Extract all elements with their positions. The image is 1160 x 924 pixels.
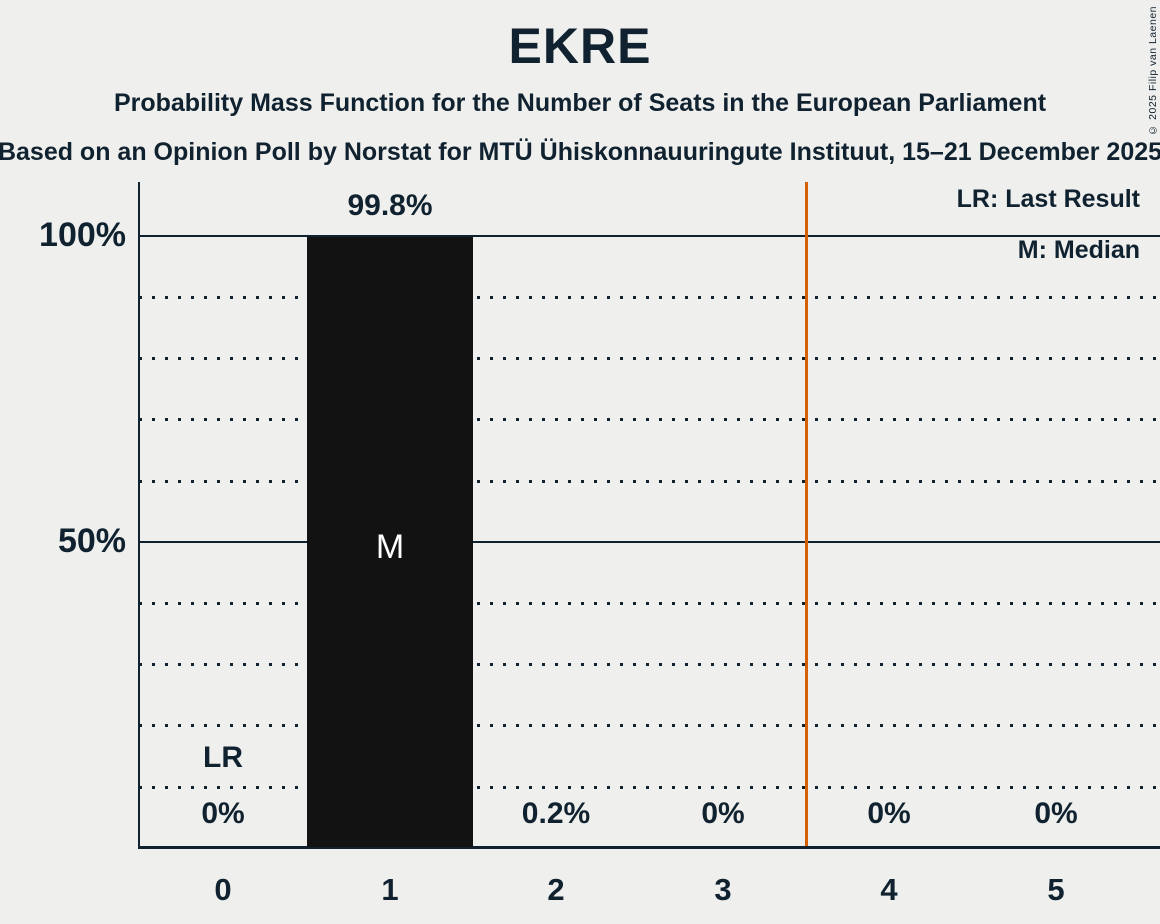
chart-subtitle: Probability Mass Function for the Number… <box>113 89 1047 117</box>
gridline-dotted-70 <box>139 418 1160 421</box>
gridline-solid-50 <box>139 541 1160 543</box>
value-label-seat-2: 0.2% <box>521 797 591 830</box>
bar-seat-1 <box>307 237 473 847</box>
value-label-seat-4: 0% <box>867 797 911 830</box>
gridline-dotted-60 <box>139 480 1160 483</box>
gridline-dotted-10 <box>139 786 1160 789</box>
gridline-dotted-30 <box>139 663 1160 666</box>
last-result-label: LR <box>203 741 243 774</box>
gridline-solid-100 <box>139 235 1160 237</box>
x-tick-2: 2 <box>547 872 565 907</box>
y-axis-label-50: 50% <box>57 522 126 560</box>
copyright-notice: © 2025 Filip van Laenen <box>1147 6 1159 136</box>
gridline-dotted-40 <box>139 602 1160 605</box>
y-axis-label-100: 100% <box>39 216 126 254</box>
legend-median: M: Median <box>1017 236 1140 264</box>
bar-value-label: 99.8% <box>347 189 433 222</box>
chart-title: EKRE <box>508 18 652 74</box>
median-marker-label: M <box>375 528 405 566</box>
gridline-dotted-20 <box>139 724 1160 727</box>
x-tick-4: 4 <box>880 872 898 907</box>
x-tick-1: 1 <box>381 872 399 907</box>
value-label-seat-3: 0% <box>701 797 745 830</box>
value-label-seat-0: 0% <box>201 797 245 830</box>
x-tick-3: 3 <box>714 872 732 907</box>
source-line: Based on an Opinion Poll by Norstat for … <box>0 138 1160 166</box>
gridline-dotted-80 <box>139 357 1160 360</box>
gridline-dotted-90 <box>139 296 1160 299</box>
y-axis-line <box>138 182 140 849</box>
x-tick-0: 0 <box>214 872 232 907</box>
legend-last-result: LR: Last Result <box>956 185 1140 213</box>
value-label-seat-5: 0% <box>1034 797 1078 830</box>
x-axis-line <box>138 846 1160 849</box>
x-tick-5: 5 <box>1047 872 1065 907</box>
threshold-line <box>805 182 808 846</box>
